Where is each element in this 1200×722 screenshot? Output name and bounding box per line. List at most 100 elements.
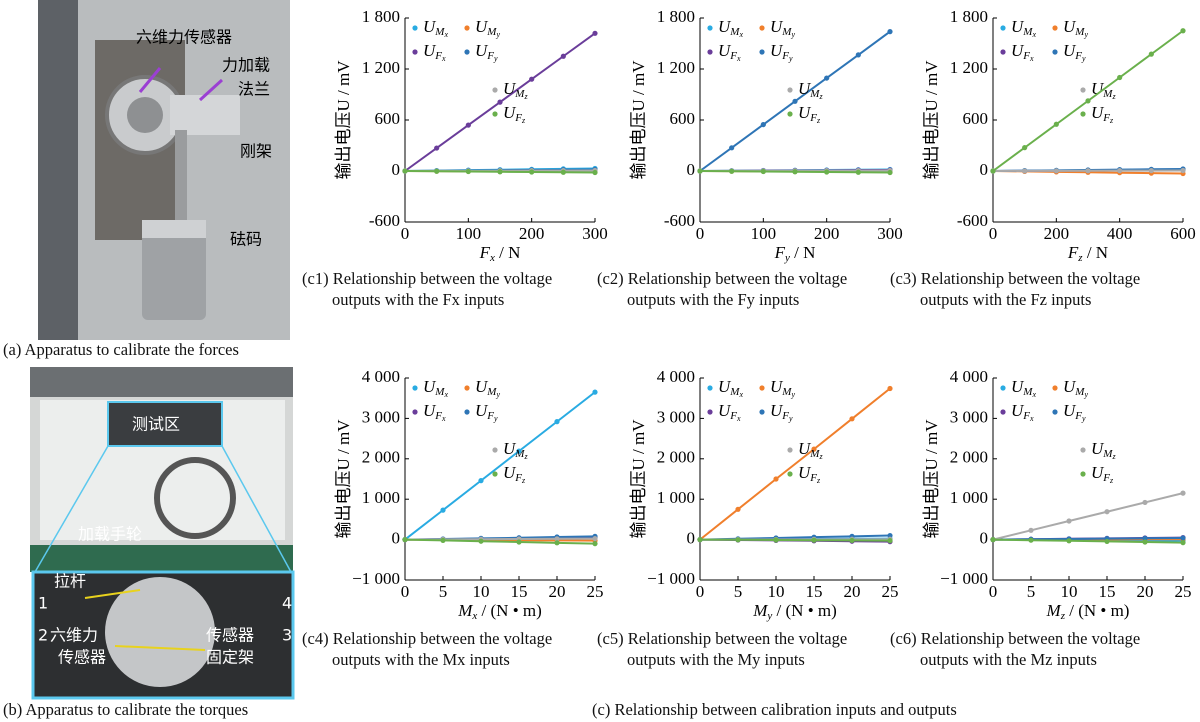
data-point	[440, 537, 446, 544]
data-point	[592, 30, 598, 36]
photo-label: 2	[38, 626, 48, 645]
legend-marker	[1080, 447, 1086, 453]
data-point	[560, 53, 566, 59]
data-point	[560, 169, 566, 175]
legend-label: UMy	[475, 377, 500, 399]
photo-label: 1	[38, 594, 48, 613]
y-axis-label: 输出电压U / mV	[629, 60, 648, 180]
data-point	[1022, 145, 1028, 151]
legend-label: UFy	[770, 401, 793, 423]
x-tick-label: 20	[1137, 582, 1154, 601]
series-line	[992, 492, 1184, 541]
data-point	[1085, 168, 1091, 174]
legend-marker	[464, 409, 470, 415]
legend-label: UMz	[1091, 439, 1116, 461]
x-tick-label: 0	[401, 224, 410, 243]
photo-label: 传感器	[58, 648, 106, 667]
photo-label: 砝码	[230, 230, 262, 249]
legend-marker	[1080, 87, 1086, 93]
legend-label: UMx	[718, 377, 743, 399]
y-tick-label: 600	[670, 109, 696, 128]
legend-label: UFy	[770, 41, 793, 63]
legend-label: UMz	[1091, 79, 1116, 101]
legend-label: UFz	[1091, 463, 1114, 485]
data-point	[1085, 98, 1091, 104]
data-point	[1142, 535, 1148, 541]
data-point	[465, 122, 471, 128]
data-point	[497, 99, 503, 105]
data-point	[887, 29, 893, 35]
x-tick-label: 0	[989, 582, 998, 601]
data-point	[760, 168, 766, 175]
legend-marker	[1052, 25, 1058, 31]
photo-label: 六维力传感器	[136, 28, 232, 47]
data-point	[887, 532, 893, 539]
data-point	[1053, 168, 1059, 174]
y-tick-label: 0	[687, 160, 696, 179]
data-point	[990, 537, 996, 543]
data-point	[1180, 28, 1186, 34]
data-point	[1180, 490, 1186, 496]
x-axis-label: My / (N • m)	[752, 601, 837, 622]
y-tick-label: 2 000	[362, 448, 400, 467]
y-tick-label: 2 000	[657, 448, 695, 467]
x-tick-label: 5	[734, 582, 743, 601]
data-point	[1028, 527, 1034, 533]
data-point	[434, 168, 440, 174]
legend-marker	[1000, 49, 1006, 55]
legend-marker	[787, 111, 793, 117]
legend-marker	[1000, 385, 1006, 391]
data-point	[529, 76, 535, 82]
data-point	[811, 446, 817, 452]
x-tick-label: 20	[549, 582, 566, 601]
photo-label: 力加载	[222, 56, 270, 75]
x-tick-label: 200	[519, 224, 545, 243]
y-tick-label: 1 800	[362, 7, 400, 26]
chart-caption: (c5) Relationship between the voltage ou…	[597, 629, 848, 669]
legend-label: UFx	[718, 401, 741, 423]
legend-marker	[787, 87, 793, 93]
data-point	[760, 121, 766, 128]
photo-label: 加载手轮	[78, 525, 142, 544]
series-line	[992, 538, 1184, 544]
legend-label: UMx	[1011, 377, 1036, 399]
y-tick-label: 1 000	[657, 488, 695, 507]
legend-marker	[492, 87, 498, 93]
legend-label: UFy	[475, 41, 498, 63]
data-point	[402, 537, 408, 543]
x-tick-label: 10	[1061, 582, 1078, 601]
photo-label: 六维力	[50, 626, 98, 645]
y-tick-label: 600	[963, 109, 989, 128]
series-line	[699, 538, 891, 542]
photo-label: 拉杆	[54, 572, 86, 591]
photo-a: 六维力传感器 力加载 法兰 刚架 砝码	[38, 0, 290, 340]
photo-label: 固定架	[206, 648, 254, 667]
data-point	[592, 535, 598, 542]
legend-label: UFz	[798, 463, 821, 485]
data-point	[1066, 538, 1072, 544]
legend-label: UMy	[770, 377, 795, 399]
x-tick-label: 15	[511, 582, 528, 601]
legend-marker	[707, 25, 713, 31]
legend-label: UMx	[1011, 17, 1036, 39]
legend-marker	[787, 447, 793, 453]
legend-marker	[412, 385, 418, 391]
data-point	[1180, 535, 1186, 541]
data-point	[824, 75, 830, 81]
legend-marker	[412, 49, 418, 55]
x-tick-label: 5	[1027, 582, 1036, 601]
x-tick-label: 200	[814, 224, 840, 243]
x-tick-label: 25	[882, 582, 899, 601]
legend-marker	[707, 385, 713, 391]
legend-marker	[1080, 111, 1086, 117]
y-tick-label: -600	[957, 211, 988, 230]
legend-label: UMy	[770, 17, 795, 39]
x-tick-label: 100	[456, 224, 482, 243]
legend-marker	[759, 49, 765, 55]
data-point	[529, 169, 535, 175]
data-point	[1104, 538, 1110, 545]
data-point	[554, 540, 560, 546]
legend-marker	[464, 25, 470, 31]
